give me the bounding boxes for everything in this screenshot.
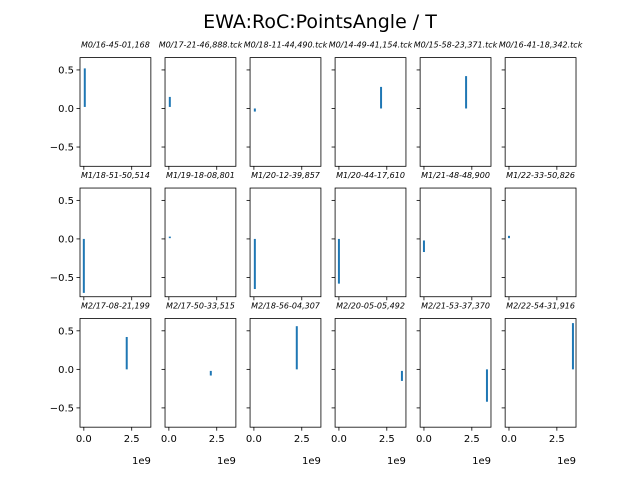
subplot-title: M0/17-21-46,888.tck bbox=[159, 41, 243, 50]
x-offset-label: 1e9 bbox=[132, 456, 151, 467]
x-tick-label: 0.0 bbox=[161, 434, 177, 445]
subplot-title: M0/15-58-23,371.tck bbox=[414, 41, 498, 50]
subplot-title: M2/17-08-21,199 bbox=[81, 301, 150, 310]
x-tick-label: 0.0 bbox=[331, 434, 347, 445]
y-tick-label: 0.5 bbox=[58, 196, 74, 207]
axes-frame bbox=[164, 187, 237, 298]
x-tick-label: 2.5 bbox=[124, 434, 140, 445]
x-tick-label: 2.5 bbox=[464, 434, 480, 445]
axes-frame bbox=[249, 187, 322, 298]
y-tick-label: 0.0 bbox=[58, 104, 74, 115]
axes-frame bbox=[504, 318, 577, 428]
y-tick-label: 0.5 bbox=[58, 326, 74, 337]
subplot-title: M1/22-33-50,826 bbox=[506, 171, 575, 180]
x-offset-label: 1e9 bbox=[387, 456, 406, 467]
axes-frame bbox=[164, 57, 237, 167]
figure-title: EWA:RoC:PointsAngle / T bbox=[203, 11, 437, 33]
y-tick-label: −0.5 bbox=[50, 143, 74, 154]
x-tick-label: 2.5 bbox=[294, 434, 310, 445]
y-tick-label: 0.5 bbox=[58, 65, 74, 76]
axes-frame bbox=[249, 318, 322, 428]
x-tick-label: 0.0 bbox=[501, 434, 517, 445]
subplot-title: M0/16-41-18,342.tck bbox=[499, 41, 583, 50]
y-tick-label: −0.5 bbox=[50, 403, 74, 414]
axes-frame bbox=[79, 318, 152, 428]
subplot-title: M0/16-45-01,168 bbox=[81, 41, 150, 50]
x-tick-label: 0.0 bbox=[416, 434, 432, 445]
y-tick-label: 0.0 bbox=[58, 365, 74, 376]
axes-frame bbox=[79, 57, 152, 167]
axes-frame bbox=[334, 57, 407, 167]
x-tick-label: 2.5 bbox=[549, 434, 565, 445]
axes-frame bbox=[164, 318, 237, 428]
y-tick-label: −0.5 bbox=[50, 273, 74, 284]
axes-frame bbox=[334, 318, 407, 428]
x-tick-label: 0.0 bbox=[76, 434, 92, 445]
axes-frame bbox=[419, 57, 492, 167]
x-tick-label: 0.0 bbox=[246, 434, 262, 445]
axes-frame bbox=[504, 187, 577, 298]
subplot-title: M2/18-56-04,307 bbox=[251, 301, 321, 310]
axes-frame bbox=[504, 57, 577, 167]
x-offset-label: 1e9 bbox=[302, 456, 321, 467]
axes-frame bbox=[249, 57, 322, 167]
axes-frame bbox=[419, 318, 492, 428]
axes-frame bbox=[334, 187, 407, 298]
subplot-title: M1/18-51-50,514 bbox=[81, 171, 150, 180]
subplot-title: M2/22-54-31,916 bbox=[506, 301, 575, 310]
axes-frame bbox=[419, 187, 492, 298]
subplot-title: M1/19-18-08,801 bbox=[166, 171, 235, 180]
subplot-title: M1/20-44-17,610 bbox=[336, 171, 405, 180]
subplot-title: M0/14-49-41,154.tck bbox=[329, 41, 413, 50]
x-offset-label: 1e9 bbox=[217, 456, 236, 467]
x-tick-label: 2.5 bbox=[379, 434, 395, 445]
y-tick-label: 0.0 bbox=[58, 234, 74, 245]
x-offset-label: 1e9 bbox=[472, 456, 491, 467]
subplot-title: M1/21-48-48,900 bbox=[421, 171, 490, 180]
subplot-title: M2/17-50-33,515 bbox=[166, 301, 235, 310]
subplot-title: M2/21-53-37,370 bbox=[421, 301, 490, 310]
axes-frame bbox=[79, 187, 152, 298]
subplot-title: M0/18-11-44,490.tck bbox=[244, 41, 328, 50]
x-tick-label: 2.5 bbox=[209, 434, 225, 445]
x-offset-label: 1e9 bbox=[557, 456, 576, 467]
subplot-title: M2/20-05-05,492 bbox=[336, 301, 405, 310]
subplot-title: M1/20-12-39,857 bbox=[251, 171, 321, 180]
